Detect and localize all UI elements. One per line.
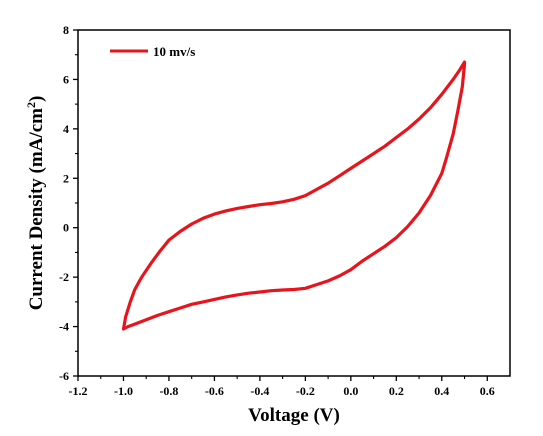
x-tick-label: -0.4: [250, 384, 269, 398]
x-tick-label: 0.4: [434, 384, 449, 398]
y-axis-title: Current Density (mA/cm2): [24, 96, 47, 311]
tick-layer: -1.2 -1.0 -0.8 -0.6 -0.4 -0.2 0.0 0.2 0.4 0.6 -6 -4…: [59, 23, 495, 398]
y-tick-label: 6: [63, 72, 69, 86]
y-tick-label: -6: [59, 369, 69, 383]
plot-frame: [77, 29, 511, 377]
y-axis-title-suffix: ): [26, 96, 47, 102]
x-tick-label: -0.8: [159, 384, 178, 398]
y-axis-title-superscript: 2: [24, 102, 38, 108]
x-tick-label: -1.0: [114, 384, 133, 398]
x-tick-label: -0.6: [205, 384, 224, 398]
x-tick-label: 0.2: [389, 384, 404, 398]
y-tick-label: -4: [59, 320, 69, 334]
y-tick-label: -2: [59, 270, 69, 284]
y-tick-label: 4: [63, 122, 69, 136]
y-tick-label: 2: [63, 171, 69, 185]
x-tick-label: -1.2: [69, 384, 88, 398]
y-tick-label: 0: [63, 221, 69, 235]
y-tick-label: 8: [63, 23, 69, 37]
legend-label: 10 mv/s: [153, 44, 195, 59]
x-axis-title: Voltage (V): [248, 405, 340, 426]
legend: 10 mv/s: [110, 44, 195, 59]
x-tick-label: -0.2: [296, 384, 315, 398]
x-tick-label: 0.0: [343, 384, 358, 398]
y-axis-title-main: Current Density (mA/cm: [26, 108, 47, 310]
x-tick-label: 0.6: [480, 384, 495, 398]
series-line-10mvs: [121, 60, 467, 331]
